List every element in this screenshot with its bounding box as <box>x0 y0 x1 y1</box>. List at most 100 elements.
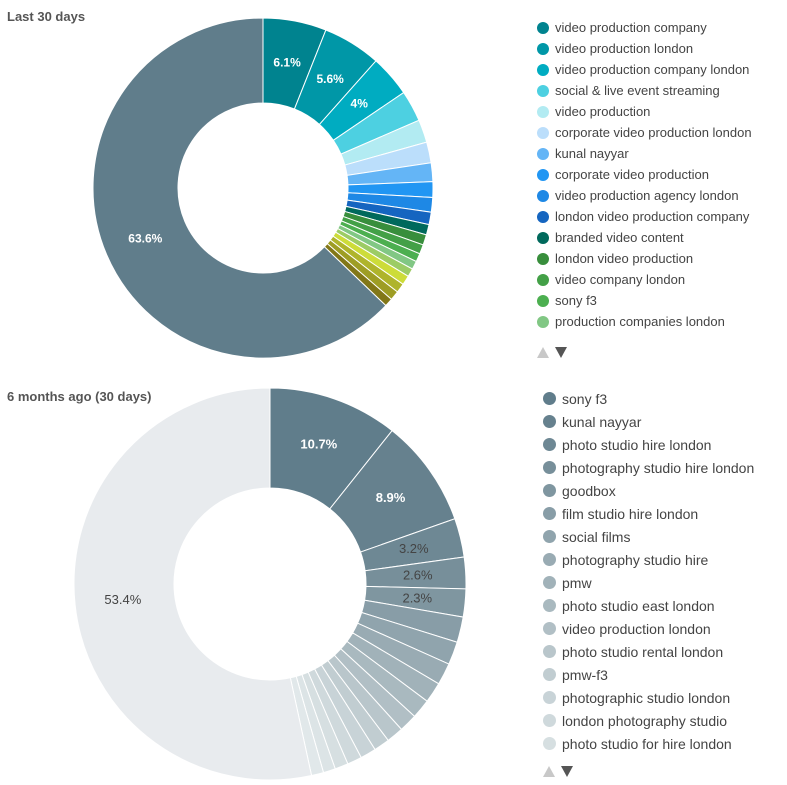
legend-item[interactable]: photography studio hire <box>543 548 754 571</box>
legend-swatch-icon <box>537 147 549 160</box>
slice-percent-label: 3.2% <box>399 541 429 556</box>
legend-label: london photography studio <box>562 712 728 729</box>
legend-swatch-icon <box>543 392 556 405</box>
legend-item[interactable]: pmw <box>543 571 754 594</box>
legend-swatch-icon <box>543 553 556 566</box>
slice-percent-label: 8.9% <box>376 490 406 505</box>
slice-percent-label: 2.6% <box>403 568 433 583</box>
legend-swatch-icon <box>537 21 549 34</box>
slice-percent-label: 53.4% <box>104 592 141 607</box>
legend-item[interactable]: photo studio east london <box>543 594 754 617</box>
legend-label: sony f3 <box>555 293 597 308</box>
legend-swatch-icon <box>537 189 549 202</box>
legend-pager <box>543 766 573 777</box>
legend-item[interactable]: corporate video production <box>537 164 752 185</box>
legend-item[interactable]: pmw-f3 <box>543 663 754 686</box>
legend-item[interactable]: video production company <box>537 17 752 38</box>
legend-swatch-icon <box>537 168 549 181</box>
legend-label: photography studio hire <box>562 551 709 568</box>
legend-item[interactable]: photo studio for hire london <box>543 732 754 755</box>
slice-percent-label: 63.6% <box>128 231 162 245</box>
legend-item[interactable]: photographic studio london <box>543 686 754 709</box>
legend-item[interactable]: corporate video production london <box>537 122 752 143</box>
legend-previous-page-icon[interactable] <box>543 766 555 777</box>
legend-swatch-icon <box>543 714 556 727</box>
legend-swatch-icon <box>537 252 549 265</box>
legend-label: pmw <box>562 574 592 591</box>
legend-label: video production agency london <box>555 188 739 203</box>
legend-item[interactable]: goodbox <box>543 479 754 502</box>
legend-item[interactable]: london video production company <box>537 206 752 227</box>
legend-label: photo studio for hire london <box>562 735 732 752</box>
legend-item[interactable]: video production company london <box>537 59 752 80</box>
slice-percent-label: 4% <box>351 97 369 111</box>
legend-item[interactable]: social & live event streaming <box>537 80 752 101</box>
slice-percent-label: 2.3% <box>402 590 432 605</box>
legend-item[interactable]: kunal nayyar <box>537 143 752 164</box>
legend-label: photo studio east london <box>562 597 715 614</box>
legend-label: sony f3 <box>562 390 608 407</box>
legend-swatch-icon <box>543 576 556 589</box>
legend-label: video production company london <box>555 62 750 77</box>
legend-item[interactable]: kunal nayyar <box>543 410 754 433</box>
chart-title: Last 30 days <box>7 9 86 24</box>
legend-label: social films <box>562 528 631 545</box>
legend-item[interactable]: photo studio hire london <box>543 433 754 456</box>
legend-item[interactable]: social films <box>543 525 754 548</box>
legend-swatch-icon <box>537 231 549 244</box>
legend-item[interactable]: production companies london <box>537 311 752 332</box>
legend-label: kunal nayyar <box>562 413 642 430</box>
slice-percent-label: 5.6% <box>317 72 345 86</box>
legend-swatch-icon <box>537 210 549 223</box>
legend-label: kunal nayyar <box>555 146 629 161</box>
legend-item[interactable]: video production london <box>543 617 754 640</box>
donut-chart: 10.7% 8.9% 3.2% 2.6% 2.3% 53.4% <box>73 387 467 781</box>
legend-swatch-icon <box>543 507 556 520</box>
legend-swatch-icon <box>543 415 556 428</box>
legend-item[interactable]: photo studio rental london <box>543 640 754 663</box>
legend-swatch-icon <box>543 461 556 474</box>
legend-swatch-icon <box>543 438 556 451</box>
legend-item[interactable]: sony f3 <box>537 290 752 311</box>
legend-label: video production <box>555 104 651 119</box>
legend-swatch-icon <box>543 622 556 635</box>
legend-label: photo studio hire london <box>562 436 712 453</box>
pie-slice[interactable] <box>73 387 313 781</box>
legend-item[interactable]: video production london <box>537 38 752 59</box>
legend-item[interactable]: video production agency london <box>537 185 752 206</box>
legend-item[interactable]: branded video content <box>537 227 752 248</box>
legend-swatch-icon <box>543 645 556 658</box>
legend-item[interactable]: photography studio hire london <box>543 456 754 479</box>
legend-swatch-icon <box>537 273 549 286</box>
legend-label: video company london <box>555 272 686 287</box>
legend-swatch-icon <box>543 484 556 497</box>
legend-item[interactable]: video production <box>537 101 752 122</box>
legend-item[interactable]: film studio hire london <box>543 502 754 525</box>
legend-label: film studio hire london <box>562 505 699 522</box>
legend-next-page-icon[interactable] <box>561 766 573 777</box>
legend-label: photographic studio london <box>562 689 731 706</box>
legend-label: pmw-f3 <box>562 666 608 683</box>
legend-item[interactable]: video company london <box>537 269 752 290</box>
donut-chart: 6.1% 5.6% 4% 63.6% <box>92 17 434 359</box>
legend-item[interactable]: sony f3 <box>543 387 754 410</box>
legend-swatch-icon <box>543 737 556 750</box>
legend-swatch-icon <box>543 599 556 612</box>
chart-panel-last-30-days: Last 30 days 6.1% 5.6% 4% 63.6% video produ… <box>0 0 787 375</box>
legend-swatch-icon <box>537 315 549 328</box>
legend-swatch-icon <box>543 691 556 704</box>
legend-swatch-icon <box>537 42 549 55</box>
legend-item[interactable]: london video production <box>537 248 752 269</box>
legend-label: london video production <box>555 251 694 266</box>
legend-previous-page-icon[interactable] <box>537 347 549 358</box>
legend-item[interactable]: london photography studio <box>543 709 754 732</box>
legend-label: video production london <box>562 620 711 637</box>
legend-label: branded video content <box>555 230 684 245</box>
chart-legend: video production company video production… <box>537 17 752 332</box>
legend-label: social & live event streaming <box>555 83 720 98</box>
pie-slice[interactable] <box>92 17 387 359</box>
legend-label: corporate video production london <box>555 125 752 140</box>
legend-label: video production company <box>555 20 707 35</box>
legend-next-page-icon[interactable] <box>555 347 567 358</box>
legend-swatch-icon <box>537 63 549 76</box>
